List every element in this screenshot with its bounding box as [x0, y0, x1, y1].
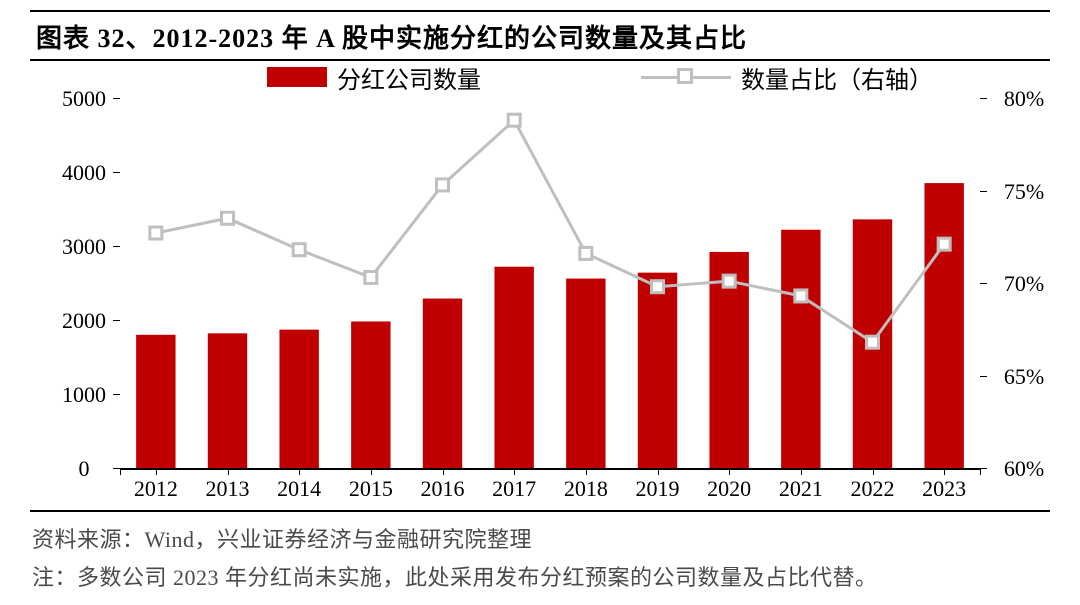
title-bar: 图表 32、2012-2023 年 A 股中实施分红的公司数量及其占比	[30, 10, 1050, 61]
x-axis-label: 2012	[134, 476, 178, 502]
x-tick	[156, 468, 157, 475]
x-tick	[801, 468, 802, 475]
line-marker	[652, 281, 664, 293]
x-axis-label: 2017	[492, 476, 536, 502]
legend-item-bars: 分红公司数量	[267, 60, 481, 95]
figure-root: 图表 32、2012-2023 年 A 股中实施分红的公司数量及其占比 分红公司…	[0, 0, 1080, 605]
x-axis-label: 2014	[277, 476, 321, 502]
footer-note: 注：多数公司 2023 年分红尚未实施，此处采用发布分红预案的公司数量及占比代替…	[30, 556, 1050, 594]
y-right-label: 65%	[1004, 364, 1044, 390]
footer-source: 资料来源：Wind，兴业证券经济与金融研究院整理	[30, 518, 1050, 556]
x-tick	[228, 468, 229, 475]
y-left-label: 4000	[62, 160, 106, 186]
legend-bar-label: 分红公司数量	[337, 60, 481, 95]
y-left-label: 2000	[62, 308, 106, 334]
x-axis-label: 2013	[206, 476, 250, 502]
legend-swatch-bar	[267, 67, 327, 87]
y-right-label: 60%	[1004, 456, 1044, 482]
bar	[423, 299, 462, 468]
x-tick	[980, 468, 981, 475]
x-tick	[658, 468, 659, 475]
x-tick	[371, 468, 372, 475]
y-left-tick	[113, 320, 120, 321]
x-tick	[944, 468, 945, 475]
y-right-label: 75%	[1004, 179, 1044, 205]
footer-rule	[30, 510, 1050, 512]
line-marker	[293, 244, 305, 256]
chart-plot	[120, 98, 980, 468]
line-marker	[365, 271, 377, 283]
x-axis-label: 2020	[707, 476, 751, 502]
bar	[351, 321, 390, 468]
x-tick	[120, 468, 121, 475]
legend-item-line: 数量占比（右轴）	[641, 60, 933, 95]
legend-line-label: 数量占比（右轴）	[741, 60, 933, 95]
x-axis-label: 2019	[636, 476, 680, 502]
y-right-label: 70%	[1004, 271, 1044, 297]
line-marker	[938, 238, 950, 250]
y-right-tick	[980, 98, 987, 99]
line-marker	[723, 275, 735, 287]
x-axis-label: 2021	[779, 476, 823, 502]
x-tick	[514, 468, 515, 475]
y-left-label: 0	[79, 456, 90, 482]
line-marker	[795, 290, 807, 302]
x-tick	[299, 468, 300, 475]
y-left-tick	[113, 394, 120, 395]
y-left-label: 3000	[62, 234, 106, 260]
y-right-tick	[980, 283, 987, 284]
bar	[781, 230, 820, 468]
line-marker	[508, 114, 520, 126]
bar	[494, 267, 533, 468]
line-marker	[580, 247, 592, 259]
y-left-label: 1000	[62, 382, 106, 408]
y-left-label: 5000	[62, 86, 106, 112]
bar	[924, 183, 963, 468]
line-series	[156, 120, 944, 342]
y-left-tick	[113, 468, 120, 469]
y-right-label: 80%	[1004, 86, 1044, 112]
x-axis-line	[120, 468, 980, 470]
y-left-tick	[113, 98, 120, 99]
y-left-tick	[113, 172, 120, 173]
x-tick	[443, 468, 444, 475]
y-right-tick	[980, 376, 987, 377]
line-marker	[222, 212, 234, 224]
x-tick	[873, 468, 874, 475]
x-axis-label: 2023	[922, 476, 966, 502]
x-axis-label: 2016	[421, 476, 465, 502]
y-right-tick	[980, 191, 987, 192]
bar	[566, 279, 605, 468]
y-right-tick	[980, 468, 987, 469]
bar	[136, 335, 175, 468]
line-marker	[867, 336, 879, 348]
bar	[638, 273, 677, 468]
y-left-tick	[113, 246, 120, 247]
x-axis-label: 2022	[851, 476, 895, 502]
chart-title: 图表 32、2012-2023 年 A 股中实施分红的公司数量及其占比	[30, 12, 1050, 59]
line-marker	[437, 179, 449, 191]
x-axis-label: 2015	[349, 476, 393, 502]
legend-swatch-line	[641, 67, 731, 87]
x-tick	[586, 468, 587, 475]
x-axis-label: 2018	[564, 476, 608, 502]
footer: 资料来源：Wind，兴业证券经济与金融研究院整理 注：多数公司 2023 年分红…	[30, 510, 1050, 594]
bar	[208, 333, 247, 468]
bar	[279, 330, 318, 468]
legend: 分红公司数量 数量占比（右轴）	[180, 62, 1020, 92]
x-tick	[729, 468, 730, 475]
line-marker	[150, 227, 162, 239]
